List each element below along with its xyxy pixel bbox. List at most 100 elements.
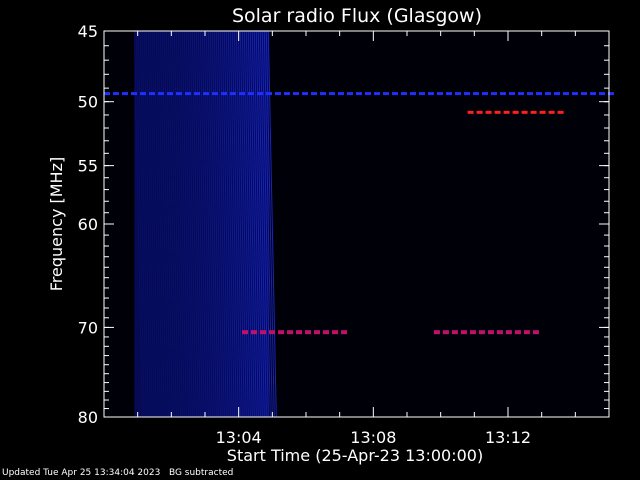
chart-title: Solar radio Flux (Glasgow) bbox=[232, 5, 482, 27]
interference-segment bbox=[122, 92, 128, 96]
noise-streak bbox=[227, 30, 237, 418]
interference-segment bbox=[332, 330, 339, 335]
noise-streak bbox=[151, 30, 161, 418]
noise-streak bbox=[193, 30, 203, 418]
noise-streak bbox=[259, 30, 269, 418]
interference-segment bbox=[523, 330, 530, 335]
interference-segment bbox=[293, 92, 299, 96]
noise-streak bbox=[189, 30, 199, 418]
interference-segment bbox=[212, 92, 218, 96]
noise-streak bbox=[167, 30, 177, 418]
interference-segment bbox=[527, 92, 533, 96]
y-tick-label-2: 55 bbox=[78, 157, 98, 176]
interference-segment bbox=[221, 92, 227, 96]
interference-segment bbox=[329, 92, 335, 96]
noise-streak bbox=[139, 30, 149, 418]
noise-streak bbox=[231, 30, 241, 418]
interference-segment bbox=[260, 330, 267, 335]
noise-streak bbox=[149, 30, 159, 418]
noise-streak bbox=[165, 30, 175, 418]
noise-streak bbox=[267, 30, 277, 418]
interference-segment bbox=[305, 330, 312, 335]
noise-streak bbox=[135, 30, 145, 418]
interference-segment bbox=[494, 110, 501, 114]
interference-segment bbox=[532, 330, 539, 335]
interference-segment bbox=[464, 92, 470, 96]
interference-segment bbox=[469, 330, 476, 335]
interference-segment bbox=[419, 92, 425, 96]
noise-streak bbox=[133, 30, 143, 418]
noise-streak bbox=[265, 30, 275, 418]
interference-segment bbox=[509, 92, 515, 96]
noise-streak bbox=[183, 30, 193, 418]
noise-streak bbox=[163, 30, 173, 418]
y-axis: 45 50 55 60 70 80 bbox=[78, 22, 609, 427]
noise-streak bbox=[253, 30, 263, 418]
noise-streak bbox=[157, 30, 167, 418]
interference-segment bbox=[455, 92, 461, 96]
noise-streak bbox=[251, 30, 261, 418]
noise-streak bbox=[181, 30, 191, 418]
noise-streak bbox=[207, 30, 217, 418]
interference-segment bbox=[514, 330, 521, 335]
interference-segment bbox=[347, 92, 353, 96]
interference-segment bbox=[242, 330, 249, 335]
interference-segment bbox=[257, 92, 263, 96]
noise-streak bbox=[223, 30, 233, 418]
plot-area bbox=[103, 30, 614, 418]
interference-segment bbox=[557, 110, 564, 114]
y-tick-label-4: 70 bbox=[78, 318, 98, 337]
interference-segment bbox=[275, 92, 281, 96]
interference-segment bbox=[392, 92, 398, 96]
interference-segment bbox=[140, 92, 146, 96]
interference-segment bbox=[149, 92, 155, 96]
noise-streak bbox=[233, 30, 243, 418]
noise-streak bbox=[161, 30, 171, 418]
noise-streak bbox=[169, 30, 179, 418]
interference-segment bbox=[539, 110, 546, 114]
interference-segment bbox=[266, 92, 272, 96]
x-tick-label-0: 13:04 bbox=[216, 428, 262, 447]
noise-streak bbox=[137, 30, 147, 418]
interference-segment bbox=[296, 330, 303, 335]
interference-segment bbox=[581, 92, 587, 96]
noise-streak bbox=[261, 30, 271, 418]
interference-segment bbox=[521, 110, 528, 114]
interference-segment bbox=[287, 330, 294, 335]
interference-segment bbox=[284, 92, 290, 96]
y-tick-label-1: 50 bbox=[78, 93, 98, 112]
interference-segment bbox=[314, 330, 321, 335]
footer: Updated Tue Apr 25 13:34:04 2023 BG subt… bbox=[2, 468, 233, 478]
interference-segment bbox=[374, 92, 380, 96]
noise-streak bbox=[159, 30, 169, 418]
noise-streak bbox=[185, 30, 195, 418]
interference-segment bbox=[113, 92, 119, 96]
interference-line-1 bbox=[242, 330, 348, 335]
interference-segment bbox=[338, 92, 344, 96]
noise-streak bbox=[175, 30, 185, 418]
interference-segment bbox=[548, 110, 555, 114]
interference-segment bbox=[251, 330, 258, 335]
noise-streak bbox=[221, 30, 231, 418]
interference-segment bbox=[485, 110, 492, 114]
interference-segment bbox=[428, 92, 434, 96]
noise-streak bbox=[229, 30, 239, 418]
x-axis: 13:04 13:08 13:12 bbox=[137, 31, 576, 447]
noise-streak bbox=[237, 30, 247, 418]
noise-streak bbox=[171, 30, 181, 418]
updated-timestamp: Updated Tue Apr 25 13:34:04 2023 bbox=[2, 468, 161, 478]
interference-segment bbox=[572, 92, 578, 96]
interference-segment bbox=[530, 110, 537, 114]
interference-segment bbox=[158, 92, 164, 96]
interference-segment bbox=[311, 92, 317, 96]
noise-streak bbox=[243, 30, 253, 418]
interference-segment bbox=[239, 92, 245, 96]
noise-streak bbox=[263, 30, 273, 418]
interference-segment bbox=[503, 110, 510, 114]
broadband-noise-region bbox=[133, 30, 277, 418]
interference-segment bbox=[194, 92, 200, 96]
x-axis-label: Start Time (25-Apr-23 13:00:00) bbox=[227, 446, 483, 465]
interference-segment bbox=[401, 92, 407, 96]
y-tick-label-5: 80 bbox=[78, 408, 98, 427]
